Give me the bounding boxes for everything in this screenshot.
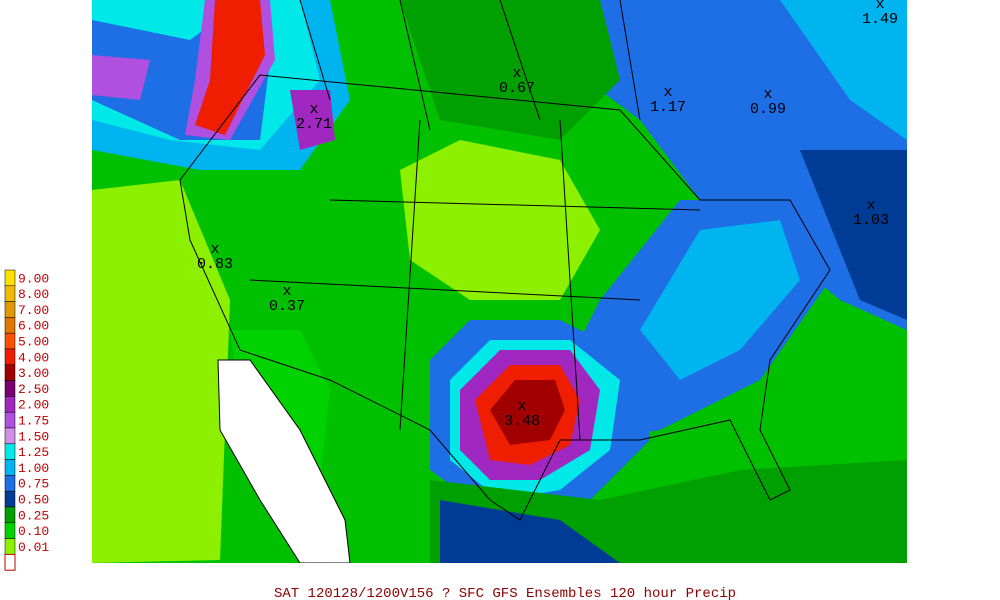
legend-label: 2.50 [18,382,49,397]
point-value: 1.49 [862,11,898,28]
legend-swatch [4,538,16,555]
legend-label: 8.00 [18,287,49,302]
legend-swatch [4,490,16,508]
point-value: 3.48 [504,413,540,430]
legend-swatch [4,427,16,445]
legend-swatch [4,522,16,539]
legend-label: 1.75 [18,414,49,429]
point-value: 0.99 [750,101,786,118]
legend-swatch [4,285,16,302]
point-value: 0.37 [269,298,305,315]
legend-label: 4.00 [18,350,49,365]
legend-swatch [4,443,16,460]
legend-swatch [4,301,16,318]
legend: 9.008.007.006.005.004.003.002.502.001.75… [4,269,49,571]
legend-swatch [4,364,16,381]
legend-label: 0.75 [18,477,49,492]
point-marker: x [517,398,526,415]
legend-swatch [4,332,16,350]
legend-swatch [4,317,16,334]
legend-label: 1.50 [18,429,49,444]
legend-swatch [4,396,16,413]
legend-swatch [4,411,16,429]
legend-label: 1.00 [18,461,49,476]
legend-label: 1.25 [18,445,49,460]
point-marker: x [282,283,291,300]
legend-swatch [4,475,16,492]
legend-label: 0.25 [18,508,49,523]
legend-label: 7.00 [18,303,49,318]
point-marker: x [866,197,875,214]
legend-swatch-empty [4,553,16,571]
legend-swatch [4,380,16,397]
point-marker: x [663,84,672,101]
point-marker: x [210,241,219,258]
point-marker: x [875,0,884,13]
point-value: 1.17 [650,99,686,116]
footer-title: SAT 120128/1200V156 ? SFC GFS Ensembles … [274,586,736,600]
legend-label: 0.01 [18,540,49,555]
legend-swatch [4,459,16,476]
legend-label: 2.00 [18,398,49,413]
legend-label: 5.00 [18,335,49,350]
point-value: 0.83 [197,256,233,273]
point-marker: x [512,65,521,82]
legend-label: 3.00 [18,366,49,381]
point-value: 1.03 [853,212,889,229]
legend-label: 0.50 [18,493,49,508]
legend-swatch [4,348,16,366]
point-marker: x [763,86,772,103]
point-value: 2.71 [296,116,332,133]
legend-swatch [4,506,16,524]
legend-label: 6.00 [18,319,49,334]
precip-field [92,0,907,563]
legend-label: 9.00 [18,271,49,286]
legend-label: 0.10 [18,524,49,539]
point-marker: x [309,101,318,118]
map-borders [179,0,831,521]
point-value: 0.67 [499,80,535,97]
legend-swatch [4,269,16,287]
